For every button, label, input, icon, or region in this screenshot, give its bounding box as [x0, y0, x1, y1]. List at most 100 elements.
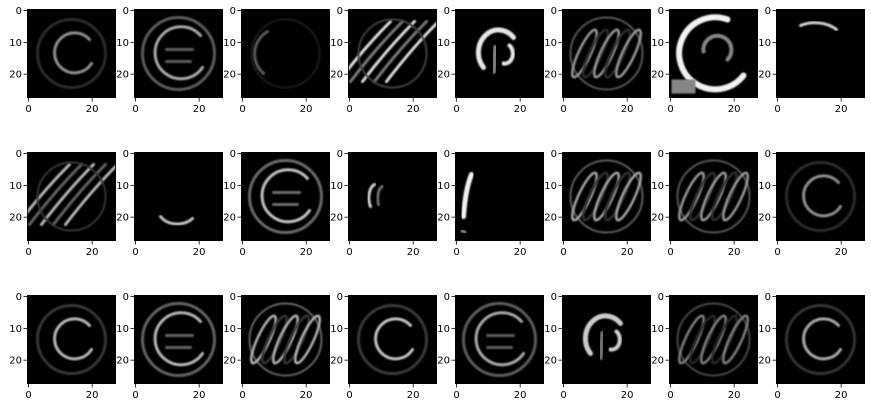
y-tick-label: 0: [16, 149, 22, 160]
y-tick-label: 0: [230, 6, 236, 17]
x-tick-label: 0: [453, 390, 459, 401]
feature-map-panel: 0 20 0 10 20: [116, 149, 223, 258]
feature-map-image: [134, 152, 223, 241]
feature-map-image: [27, 9, 116, 98]
y-tick-label: 10: [544, 38, 557, 49]
feature-map-panel: 0 20 0 10 20: [9, 6, 116, 115]
y-tick-label: 20: [544, 70, 557, 81]
feature-map-panel: 0 20 0 10 20: [437, 292, 544, 401]
y-tick-label: 10: [437, 38, 450, 49]
y-tick-label: 20: [330, 213, 343, 224]
x-tick-label: 20: [514, 247, 527, 258]
y-tick-label: 20: [758, 213, 771, 224]
y-tick-label: 0: [230, 292, 236, 303]
y-tick-label: 20: [9, 70, 22, 81]
x-tick-label: 0: [25, 247, 31, 258]
x-tick-label: 20: [407, 390, 420, 401]
y-tick-label: 10: [437, 324, 450, 335]
y-tick-label: 10: [116, 324, 129, 335]
y-tick-label: 10: [223, 38, 236, 49]
y-tick-label: 10: [651, 38, 664, 49]
x-tick-label: 20: [728, 247, 741, 258]
axes-frame: [348, 152, 437, 241]
y-tick-label: 10: [330, 181, 343, 192]
axes-frame: [562, 9, 651, 98]
x-tick-label: 20: [300, 247, 313, 258]
x-tick-label: 20: [86, 390, 99, 401]
y-tick-label: 20: [116, 356, 129, 367]
x-tick-label: 20: [621, 247, 634, 258]
x-tick-label: 0: [346, 247, 352, 258]
feature-map-image: [134, 9, 223, 98]
feature-map-image: [348, 152, 437, 241]
x-tick-label: 20: [193, 390, 206, 401]
axes-frame: [134, 152, 223, 241]
y-tick-label: 10: [758, 181, 771, 192]
feature-map-panel: 0 20 0 10 20: [9, 149, 116, 258]
feature-map-image: [562, 9, 651, 98]
feature-map-panel: 0 20 0 10 20: [330, 149, 437, 258]
feature-map-panel: 0 20 0 10 20: [223, 292, 330, 401]
y-tick-label: 10: [651, 181, 664, 192]
y-tick-label: 0: [551, 6, 557, 17]
axes-frame: [27, 295, 116, 384]
y-tick-label: 0: [123, 6, 129, 17]
y-tick-label: 10: [544, 324, 557, 335]
axes-frame: [776, 295, 865, 384]
axes-frame: [669, 295, 758, 384]
y-tick-label: 10: [116, 181, 129, 192]
y-tick-label: 10: [330, 38, 343, 49]
axes-frame: [562, 152, 651, 241]
y-tick-label: 10: [9, 324, 22, 335]
y-tick-label: 20: [651, 70, 664, 81]
y-tick-label: 0: [16, 292, 22, 303]
x-tick-label: 0: [774, 104, 780, 115]
y-tick-label: 20: [544, 356, 557, 367]
y-tick-label: 10: [223, 181, 236, 192]
y-tick-label: 0: [123, 292, 129, 303]
y-tick-label: 10: [758, 38, 771, 49]
y-tick-label: 0: [765, 6, 771, 17]
x-tick-label: 0: [667, 104, 673, 115]
feature-map-image: [455, 152, 544, 241]
feature-map-image: [669, 295, 758, 384]
x-tick-label: 0: [774, 247, 780, 258]
feature-map-image: [455, 295, 544, 384]
y-tick-label: 20: [330, 70, 343, 81]
axes-frame: [134, 9, 223, 98]
feature-map-panel: 0 20 0 10 20: [9, 292, 116, 401]
x-tick-label: 0: [560, 104, 566, 115]
feature-map-panel: 0 20 0 10 20: [437, 6, 544, 115]
y-tick-label: 0: [658, 149, 664, 160]
y-tick-label: 20: [223, 213, 236, 224]
x-tick-label: 0: [25, 390, 31, 401]
x-tick-label: 20: [621, 104, 634, 115]
feature-map-image: [776, 295, 865, 384]
feature-map-panel: 0 20 0 10 20: [651, 292, 758, 401]
x-tick-label: 0: [132, 390, 138, 401]
y-tick-label: 20: [437, 70, 450, 81]
feature-map-image: [669, 152, 758, 241]
x-tick-label: 0: [132, 104, 138, 115]
y-tick-label: 0: [444, 6, 450, 17]
feature-map-panel: 0 20 0 10 20: [223, 6, 330, 115]
x-tick-label: 20: [514, 104, 527, 115]
feature-map-image: [776, 152, 865, 241]
x-tick-label: 0: [453, 104, 459, 115]
y-tick-label: 0: [765, 149, 771, 160]
y-tick-label: 0: [658, 6, 664, 17]
x-tick-label: 0: [453, 247, 459, 258]
y-tick-label: 20: [223, 70, 236, 81]
y-tick-label: 20: [9, 213, 22, 224]
feature-map-panel: 0 20 0 10 20: [651, 6, 758, 115]
y-tick-label: 0: [658, 292, 664, 303]
y-tick-label: 0: [230, 149, 236, 160]
feature-map-image: [348, 295, 437, 384]
y-tick-label: 20: [437, 213, 450, 224]
y-tick-label: 20: [116, 70, 129, 81]
x-tick-label: 20: [407, 104, 420, 115]
y-tick-label: 10: [437, 181, 450, 192]
y-tick-label: 10: [223, 324, 236, 335]
axes-frame: [669, 152, 758, 241]
axes-frame: [241, 9, 330, 98]
